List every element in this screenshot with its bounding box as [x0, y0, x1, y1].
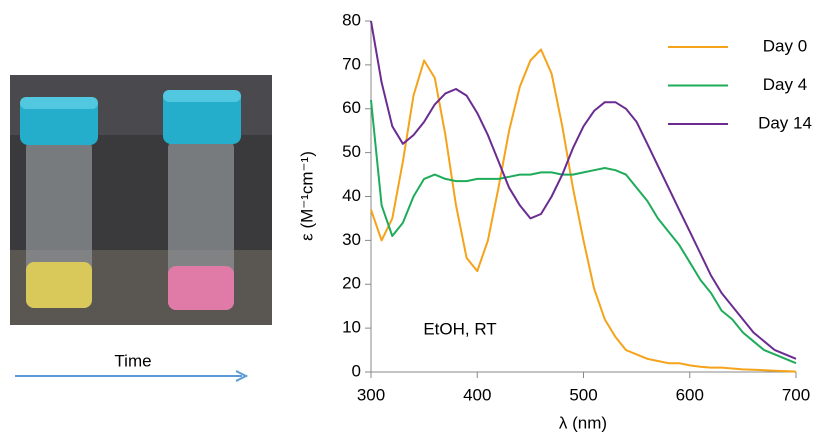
x-axis-label: λ (nm)	[559, 413, 607, 432]
x-tick-label: 600	[676, 385, 704, 404]
series-line	[370, 99, 797, 365]
arrow-head	[235, 370, 249, 382]
y-tick-label: 50	[342, 142, 361, 161]
y-tick-label: 70	[342, 54, 361, 73]
legend-label: Day 4	[763, 75, 807, 94]
legend-label: Day 0	[763, 36, 807, 55]
series-line	[370, 20, 797, 360]
x-tick-label: 400	[463, 385, 491, 404]
y-tick-label: 30	[342, 230, 361, 249]
time-label: Time	[114, 351, 151, 370]
y-tick-label: 10	[342, 318, 361, 337]
y-tick-label: 60	[342, 98, 361, 117]
x-tick-label: 700	[782, 385, 810, 404]
y-tick-label: 80	[342, 10, 361, 29]
y-tick-label: 20	[342, 274, 361, 293]
y-tick-label: 0	[352, 361, 361, 380]
x-tick-label: 300	[357, 385, 385, 404]
y-tick-label: 40	[342, 186, 361, 205]
series-line	[370, 48, 797, 373]
legend-label: Day 14	[758, 113, 812, 132]
y-axis-label: ε (M⁻¹cm⁻¹)	[297, 151, 316, 241]
vial-photo	[10, 75, 272, 325]
annotation: EtOH, RT	[423, 319, 496, 338]
x-tick-label: 500	[569, 385, 597, 404]
